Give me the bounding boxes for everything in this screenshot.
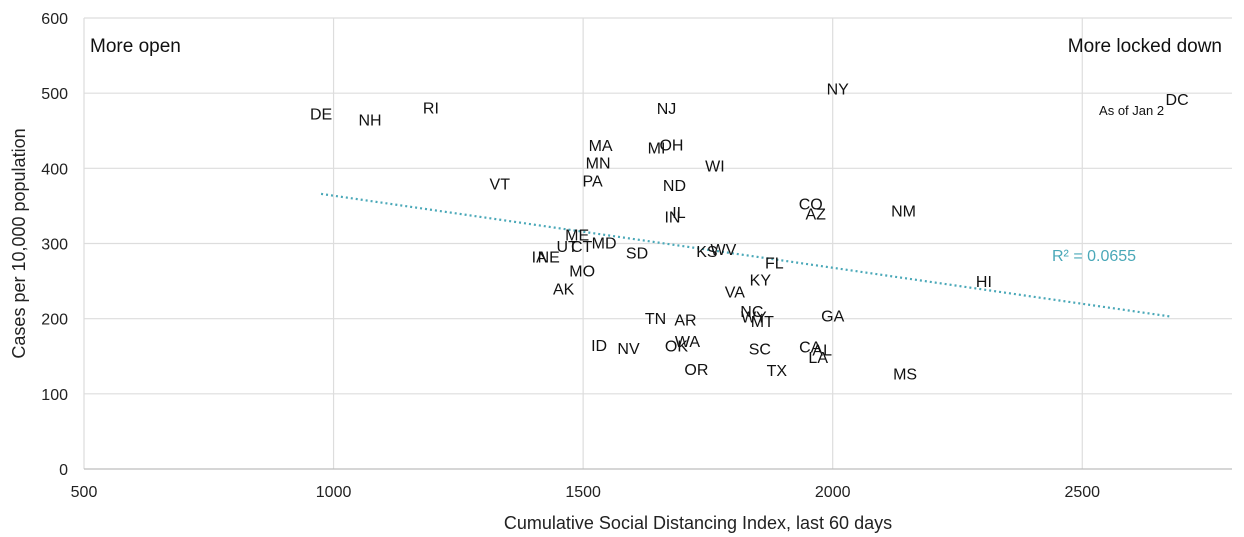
point-label-az: AZ [805, 206, 826, 223]
point-label-vt: VT [490, 176, 511, 193]
point-label-me: ME [565, 227, 589, 244]
point-label-de: DE [310, 106, 332, 123]
point-label-nd: ND [663, 178, 686, 195]
point-label-sc: SC [749, 342, 771, 359]
point-label-il: IL [672, 205, 685, 222]
point-label-sd: SD [626, 246, 648, 263]
point-label-ne: NE [538, 249, 560, 266]
x-axis-label: Cumulative Social Distancing Index, last… [504, 513, 892, 533]
point-label-ks: KS [696, 244, 717, 261]
point-label-md: MD [592, 236, 617, 253]
point-label-al: AL [812, 342, 832, 359]
point-label-nc: NC [740, 304, 763, 321]
point-label-ut: UT [556, 239, 578, 256]
point-label-hi: HI [976, 274, 992, 291]
point-label-nh: NH [358, 112, 381, 129]
annotation-as-of-jan-2: As of Jan 2 [1099, 103, 1164, 118]
point-label-nj: NJ [657, 101, 677, 118]
trendline [320, 192, 1170, 318]
point-label-fl: FL [765, 255, 784, 272]
point-label-ri: RI [423, 100, 439, 117]
point-label-ct: CT [571, 239, 593, 256]
point-label-ok: OK [665, 339, 688, 356]
point-label-pa: PA [583, 173, 603, 190]
point-label-ky: KY [750, 273, 772, 290]
point-label-wi: WI [705, 158, 725, 175]
point-label-wy: WY [741, 309, 767, 326]
point-label-dc: DC [1166, 92, 1189, 109]
y-axis-label: Cases per 10,000 population [9, 128, 29, 358]
x-tick-label: 1000 [316, 484, 352, 501]
point-label-ak: AK [553, 282, 575, 299]
point-label-ma: MA [589, 138, 613, 155]
x-tick-labels: 500 1000 1500 2000 2500 [71, 484, 1101, 501]
x-tick-label: 2000 [815, 484, 851, 501]
r-squared-label: R² = 0.0655 [1052, 248, 1136, 265]
point-label-ia: IA [532, 249, 547, 266]
y-tick-label: 600 [41, 11, 68, 28]
y-tick-label: 0 [59, 462, 68, 479]
point-label-oh: OH [659, 137, 683, 154]
point-label-wa: WA [675, 334, 701, 351]
point-label-wv: WV [710, 242, 736, 259]
x-tick-label: 2500 [1064, 484, 1100, 501]
point-label-or: OR [684, 362, 708, 379]
point-label-tn: TN [645, 311, 666, 328]
point-label-la: LA [808, 350, 828, 367]
point-label-nv: NV [617, 341, 640, 358]
point-label-va: VA [725, 285, 745, 302]
y-tick-label: 400 [41, 161, 68, 178]
point-label-mn: MN [586, 155, 611, 172]
point-label-nm: NM [891, 203, 916, 220]
annotation-more-locked-down: More locked down [1068, 36, 1222, 57]
point-label-mt: MT [751, 314, 774, 331]
point-label-id: ID [591, 338, 607, 355]
x-tick-label: 500 [71, 484, 98, 501]
annotation-more-open: More open [90, 36, 181, 57]
y-tick-label: 200 [41, 312, 68, 329]
point-label-ms: MS [893, 367, 917, 384]
point-label-mo: MO [569, 264, 595, 281]
x-tick-label: 1500 [565, 484, 601, 501]
point-label-co: CO [799, 197, 823, 214]
y-tick-label: 500 [41, 86, 68, 103]
y-tick-labels: 0 100 200 300 400 500 600 [41, 11, 68, 479]
y-tick-label: 100 [41, 387, 68, 404]
point-label-tx: TX [767, 363, 788, 380]
point-label-ny: NY [827, 82, 850, 99]
point-label-ga: GA [821, 309, 844, 326]
point-label-in: IN [664, 209, 680, 226]
point-label-mi: MI [648, 140, 666, 157]
point-label-ar: AR [674, 312, 696, 329]
y-tick-label: 300 [41, 237, 68, 254]
point-label-ca: CA [799, 339, 822, 356]
